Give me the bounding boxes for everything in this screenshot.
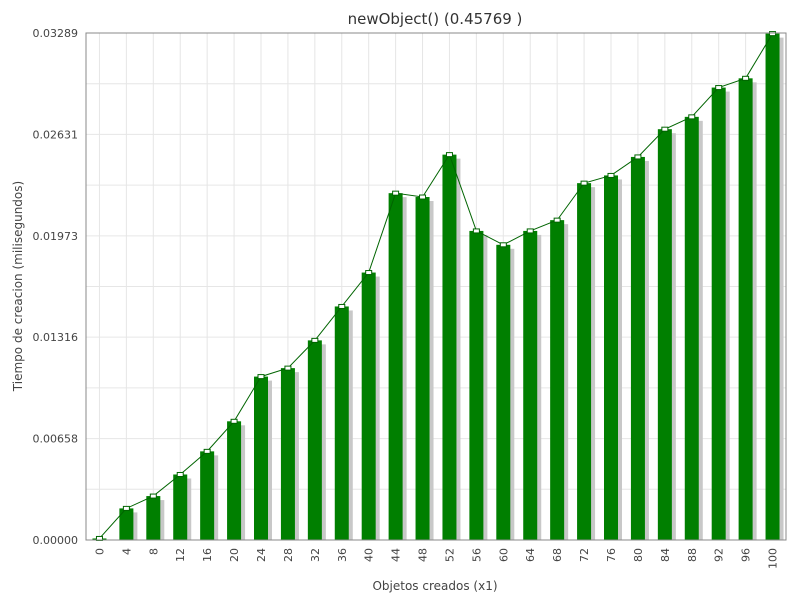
y-tick-label: 0.00658 [33,433,79,446]
bar-44 [388,193,403,540]
chart-title: newObject() (0.45769 ) [348,10,523,28]
data-point [176,471,184,477]
data-point [688,114,696,120]
data-point [715,85,723,91]
data-point [392,190,400,196]
x-axis-label: Objetos creados (x1) [372,579,497,593]
bar-100 [765,33,780,540]
x-tick-label: 68 [551,548,564,562]
series-line [99,33,773,539]
bar-48 [415,197,430,540]
bar-24 [254,376,268,540]
x-axis-ticks: 0 4 8 12 16 20 24 28 32 36 40 44 48 52 56 60 64 68 72 76 80 8… [93,548,779,569]
x-tick-label: 36 [336,548,349,562]
y-tick-label: 0.00000 [33,534,79,547]
bar-32 [307,340,322,540]
x-tick-label: 44 [390,548,403,562]
data-point [607,172,615,178]
data-point [122,505,130,511]
y-tick-label: 0.01973 [33,230,79,243]
bar-56 [469,230,484,541]
y-axis-ticks: 0.00000 0.00658 0.01316 0.01973 0.02631 0.032… [33,27,79,547]
bar-20 [227,421,242,540]
data-point [338,303,346,309]
bar-64 [523,230,538,541]
bar-72 [577,183,592,541]
data-point [445,152,453,158]
bar-8 [146,496,161,540]
x-tick-label: 28 [282,548,295,562]
data-point [149,493,157,499]
bar-16 [200,451,215,540]
x-tick-label: 64 [524,548,537,562]
x-tick-label: 100 [767,548,780,569]
y-axis-label: Tiempo de creacion (milisegundos) [11,181,25,392]
bar-36 [334,306,349,540]
data-point [472,228,480,234]
data-point [499,242,507,248]
data-point [419,194,427,200]
x-tick-label: 8 [147,548,160,555]
bar-60 [496,244,511,540]
data-point [553,217,561,223]
x-tick-label: 96 [740,548,753,562]
data-point [230,418,238,424]
data-point [365,270,373,276]
bar-52 [442,154,457,540]
bar-76 [604,175,618,540]
bar-88 [684,116,699,541]
x-tick-label: 0 [93,548,106,555]
data-point [742,75,750,81]
y-tick-label: 0.01316 [33,331,79,344]
bar-92 [711,87,726,541]
x-tick-label: 16 [201,548,214,562]
x-tick-label: 72 [578,548,591,562]
x-tick-label: 32 [309,548,322,562]
x-tick-label: 20 [228,548,241,562]
x-tick-label: 60 [497,548,510,562]
bars [92,33,784,541]
bar-84 [657,129,672,540]
data-point [526,228,534,234]
grid [86,33,786,540]
x-tick-label: 80 [632,548,645,562]
x-tick-label: 40 [363,548,376,562]
bar-12 [173,474,188,540]
bar-80 [630,156,645,540]
bar-96 [738,78,753,540]
x-tick-label: 48 [417,548,430,562]
x-tick-label: 88 [686,548,699,562]
data-point [203,448,211,454]
x-tick-label: 84 [659,548,672,562]
plot-frame [85,32,787,541]
bar-4 [119,508,134,540]
overlay-line [95,31,777,541]
x-tick-label: 12 [174,548,187,562]
x-tick-label: 52 [443,548,456,562]
x-tick-label: 4 [120,548,133,555]
data-point [284,365,292,371]
y-tick-label: 0.02631 [33,128,79,141]
x-tick-label: 92 [713,548,726,562]
bar-28 [280,368,295,540]
y-tick-label: 0.03289 [33,27,79,40]
data-point [311,337,319,343]
x-tick-label: 56 [470,548,483,562]
data-point [661,126,669,132]
data-point [257,374,265,380]
data-point [634,154,642,160]
x-tick-label: 76 [605,548,618,562]
data-point [580,180,588,186]
bar-40 [361,272,376,540]
bar-68 [550,220,565,540]
x-tick-label: 24 [255,548,268,562]
data-point [769,31,777,37]
